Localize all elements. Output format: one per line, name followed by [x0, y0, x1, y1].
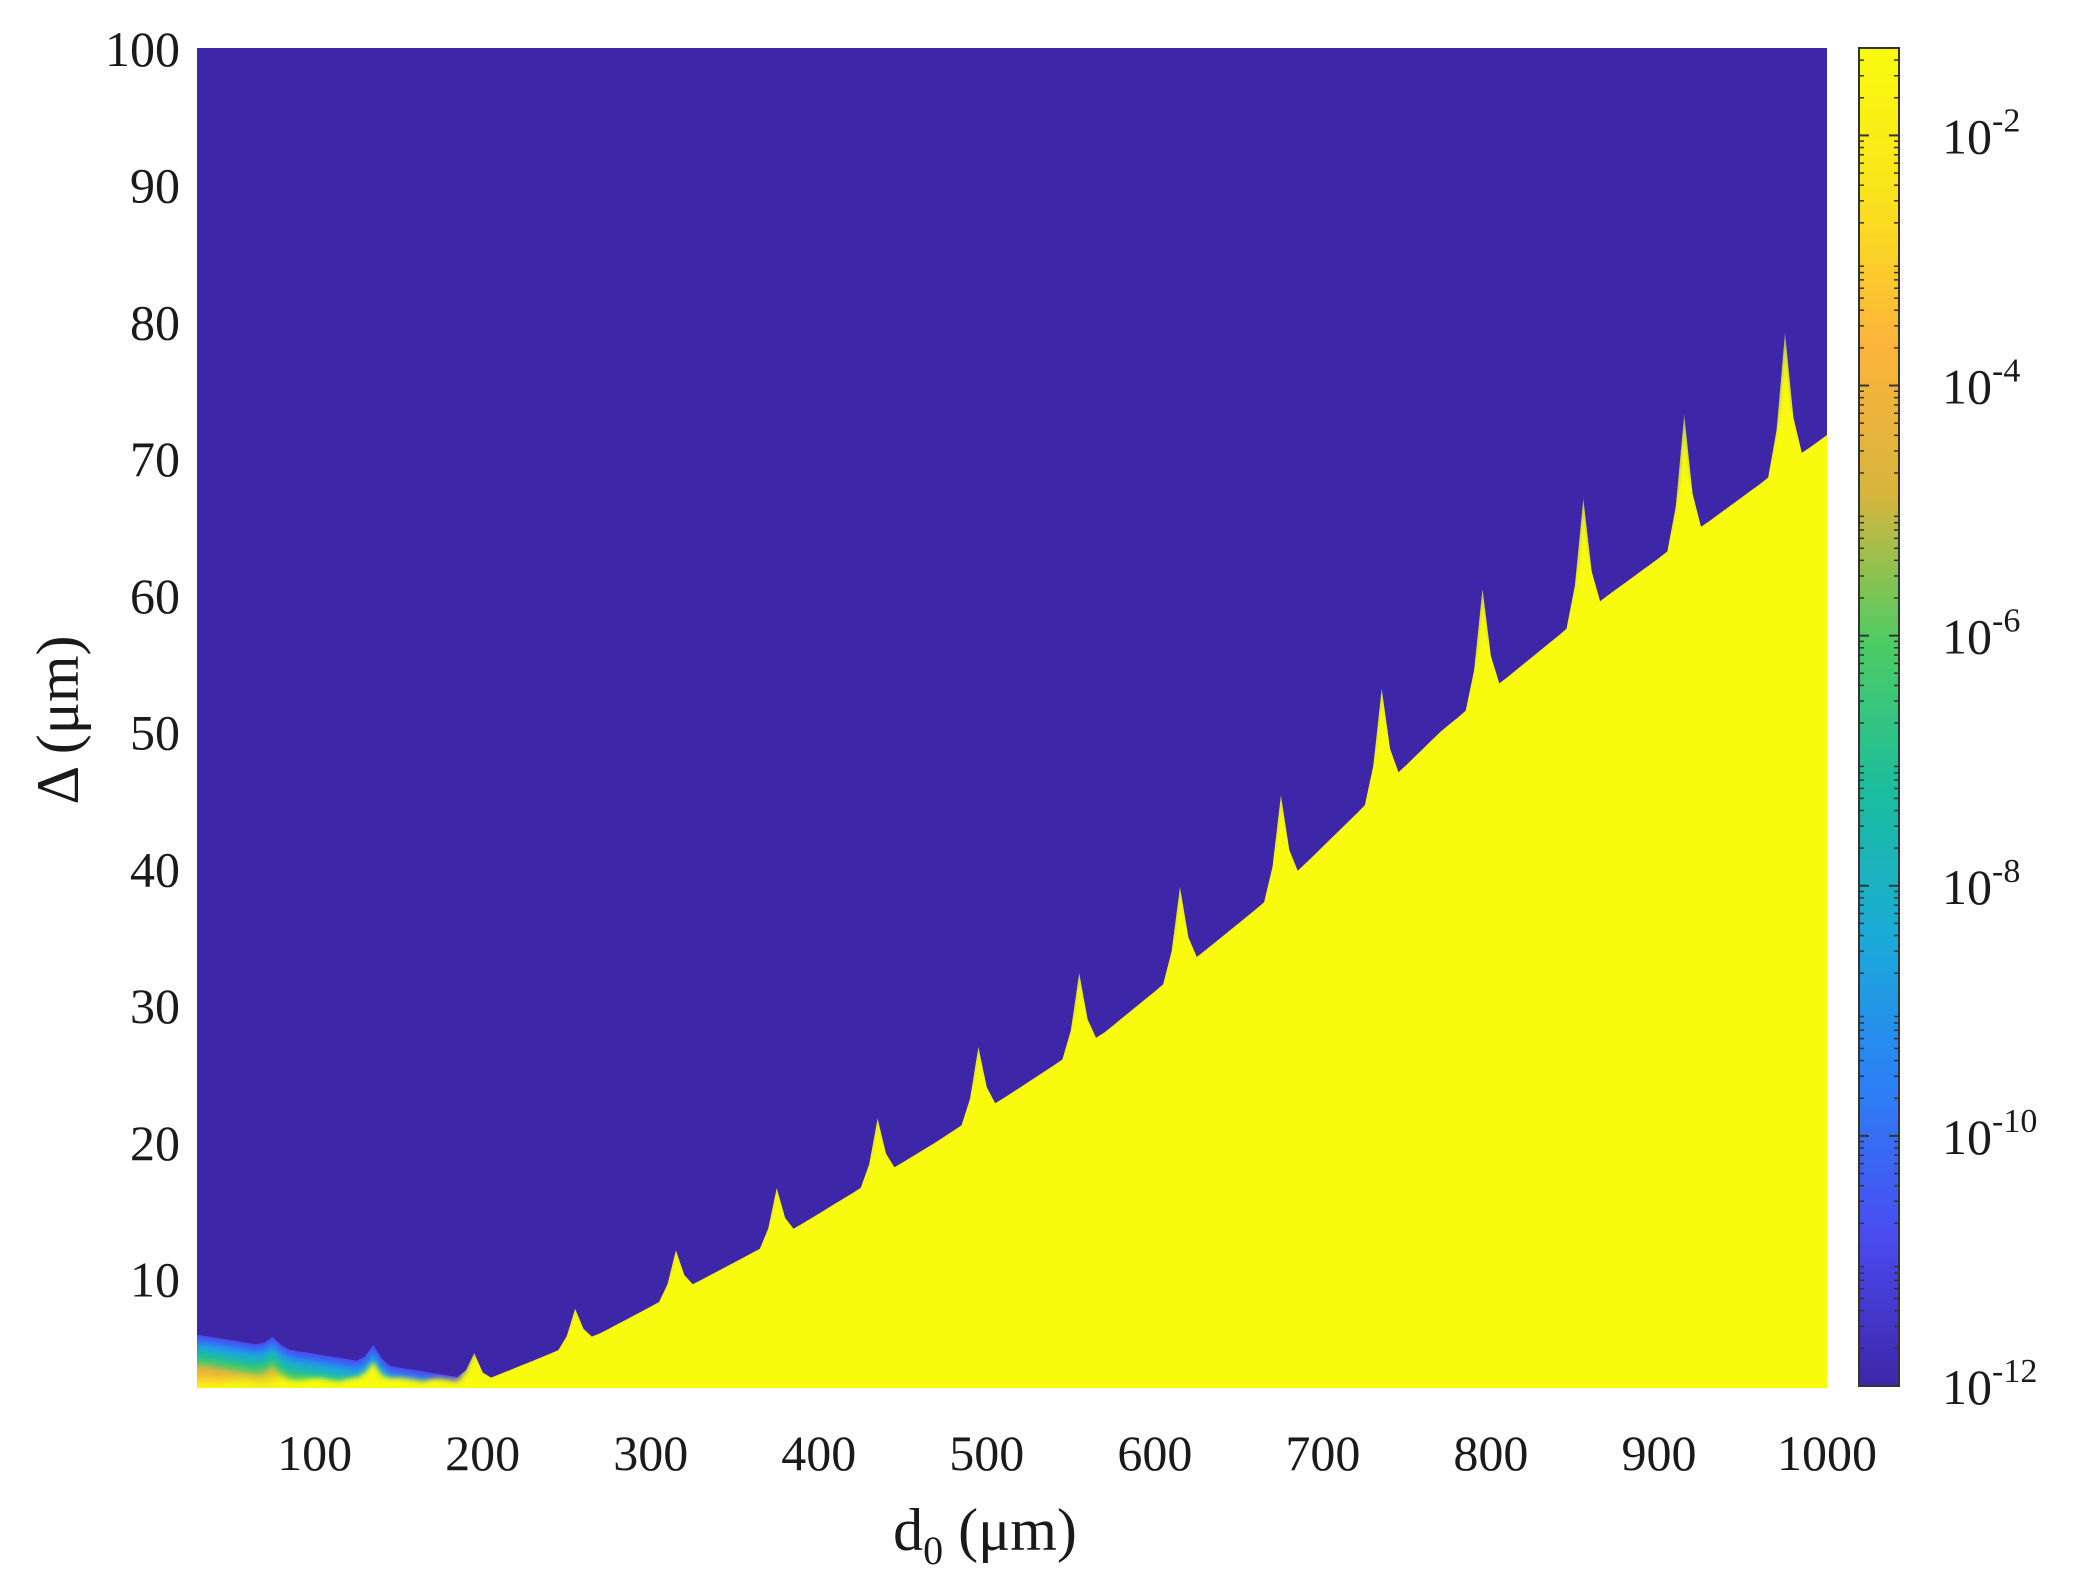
colorbar-ticks: 10-2 10-4 10-6 10-8 10-10 10-12: [1859, 102, 2037, 1415]
y-tick-label: 40: [130, 841, 180, 897]
x-tick-label: 600: [1117, 1425, 1192, 1481]
colorbar-tick-label: 10-12: [1942, 1353, 2037, 1415]
x-tick-label: 200: [445, 1425, 520, 1481]
y-axis-label: Δ (μm): [25, 635, 91, 804]
y-tick-label: 20: [130, 1115, 180, 1171]
x-axis: 100 200 300 400 500 600 700 800 900 1000: [277, 1425, 1877, 1481]
y-axis: 10 20 30 40 50 60 70 80 90 100: [105, 21, 180, 1308]
colorbar-tick-label: 10-8: [1942, 853, 2020, 915]
x-tick-label: 500: [949, 1425, 1024, 1481]
colorbar-tick-label: 10-2: [1942, 102, 2020, 164]
heatmap-band-8: [197, 48, 1827, 1378]
x-tick-label: 400: [781, 1425, 856, 1481]
y-tick-label: 90: [130, 158, 180, 214]
y-tick-label: 70: [130, 431, 180, 487]
y-tick-label: 60: [130, 568, 180, 624]
x-tick-label: 700: [1285, 1425, 1360, 1481]
y-tick-label: 100: [105, 21, 180, 77]
colorbar: 10-2 10-4 10-6 10-8 10-10 10-12: [1858, 47, 2037, 1415]
x-tick-label: 900: [1621, 1425, 1696, 1481]
colorbar-minor-ticks: [1859, 47, 1899, 1350]
plot-area: [197, 48, 1827, 1388]
colorbar-tick-label: 10-4: [1942, 353, 2020, 415]
x-axis-label-subscript: 0: [923, 1528, 943, 1573]
heatmap-bands: [197, 48, 1827, 1382]
y-tick-label: 80: [130, 294, 180, 350]
y-tick-label: 10: [130, 1252, 180, 1308]
x-tick-label: 800: [1453, 1425, 1528, 1481]
colorbar-tick-label: 10-6: [1942, 603, 2020, 665]
y-tick-label: 50: [130, 705, 180, 761]
colorbar-gradient: [1858, 47, 1900, 1387]
x-tick-label: 300: [613, 1425, 688, 1481]
x-axis-label: d0 (μm): [893, 1497, 1077, 1573]
x-tick-label: 1000: [1777, 1425, 1877, 1481]
x-tick-label: 100: [277, 1425, 352, 1481]
y-tick-label: 30: [130, 978, 180, 1034]
colorbar-tick-label: 10-10: [1942, 1103, 2037, 1165]
